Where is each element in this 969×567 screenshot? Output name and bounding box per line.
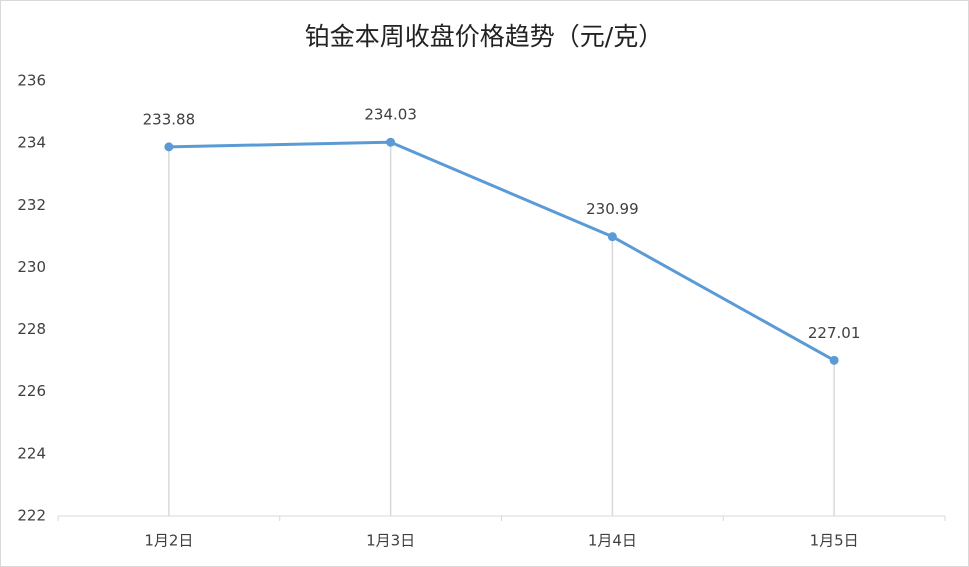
y-tick-label: 234 bbox=[17, 134, 46, 152]
chart-title: 铂金本周收盘价格趋势（元/克） bbox=[305, 22, 663, 51]
data-label: 230.99 bbox=[586, 200, 639, 218]
data-point bbox=[164, 142, 174, 152]
data-point bbox=[607, 232, 617, 242]
y-tick-label: 222 bbox=[17, 507, 46, 525]
y-tick-label: 224 bbox=[17, 444, 46, 462]
x-tick-label: 1月4日 bbox=[588, 532, 637, 550]
x-tick-label: 1月3日 bbox=[366, 532, 415, 550]
y-tick-label: 228 bbox=[17, 320, 46, 338]
y-tick-label: 226 bbox=[17, 382, 46, 400]
y-tick-label: 232 bbox=[17, 196, 46, 214]
y-tick-label: 236 bbox=[17, 72, 46, 90]
y-tick-label: 230 bbox=[17, 258, 46, 276]
data-label: 227.01 bbox=[808, 324, 861, 342]
data-label: 233.88 bbox=[143, 110, 196, 128]
data-point bbox=[386, 137, 396, 147]
data-point bbox=[829, 355, 839, 365]
x-tick-label: 1月5日 bbox=[810, 532, 859, 550]
data-label: 234.03 bbox=[364, 106, 417, 124]
data-line bbox=[168, 140, 835, 362]
x-tick-label: 1月2日 bbox=[144, 532, 193, 550]
